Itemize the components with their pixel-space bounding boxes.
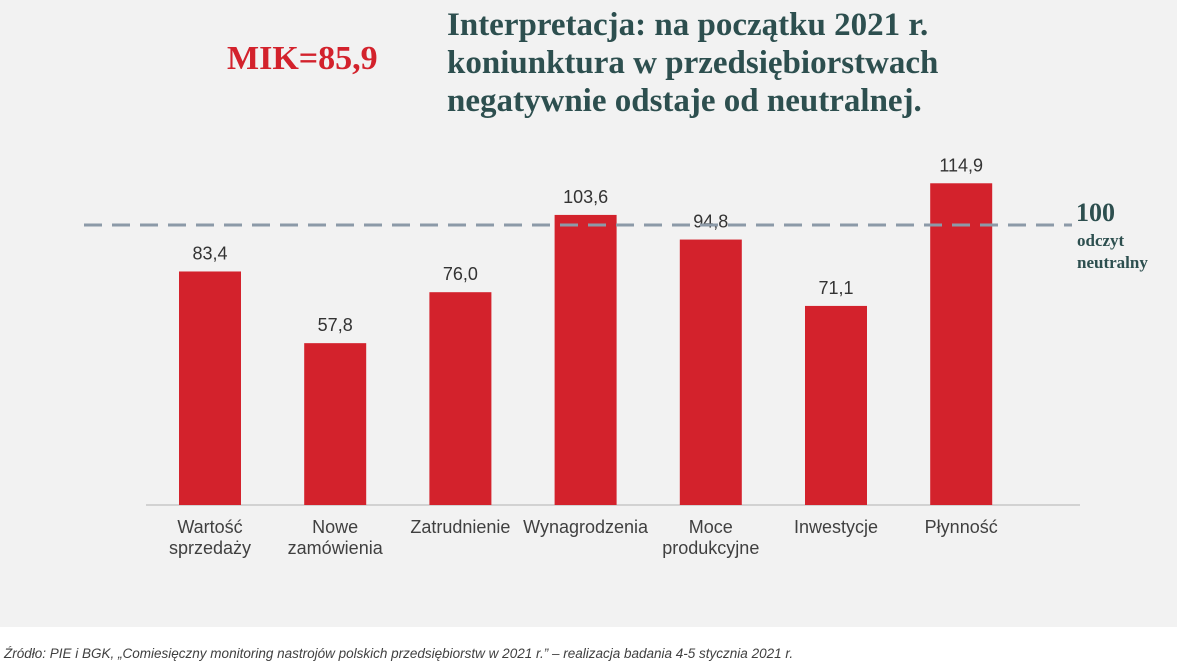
bar-4	[554, 214, 617, 506]
category-label-1-line-1: Wartość	[177, 517, 242, 537]
bar-6	[805, 305, 867, 505]
bar-2	[304, 343, 367, 505]
footer-band	[0, 627, 1177, 671]
category-label-7-line-1: Płynność	[925, 517, 998, 537]
data-label-2: 57,8	[318, 315, 353, 335]
title-line-2: koniunktura w przedsiębiorstwach	[447, 45, 939, 81]
category-label-5-line-2: produkcyjne	[662, 538, 759, 558]
data-label-4: 103,6	[563, 187, 608, 207]
data-label-1: 83,4	[192, 243, 227, 263]
reference-value-label: 100	[1076, 198, 1115, 227]
category-label-5-line-1: Moce	[689, 517, 733, 537]
bar-5	[679, 239, 742, 505]
category-label-2-line-1: Nowe	[312, 517, 358, 537]
title-line-1: Interpretacja: na początku 2021 r.	[447, 7, 929, 43]
category-label-6-line-1: Inwestycje	[794, 517, 878, 537]
category-label-2-line-2: zamówienia	[288, 538, 384, 558]
page-title: Interpretacja: na początku 2021 r. koniu…	[447, 6, 1087, 120]
data-label-5: 94,8	[693, 212, 728, 232]
category-label-3-line-1: Zatrudnienie	[410, 517, 510, 537]
data-label-3: 76,0	[443, 264, 478, 284]
category-label-1-line-2: sprzedaży	[169, 538, 251, 558]
source-note: Źródło: PIE i BGK, „Comiesięczny monitor…	[4, 646, 794, 661]
bar-1	[179, 271, 241, 505]
bar-7	[930, 183, 993, 505]
category-label-4-line-1: Wynagrodzenia	[523, 517, 649, 537]
data-label-7: 114,9	[939, 155, 983, 175]
reference-caption-line-2: neutralny	[1077, 253, 1148, 272]
data-label-6: 71,1	[818, 278, 853, 298]
mik-index-label: MIK=85,9	[227, 40, 378, 77]
title-line-3: negatywnie odstaje od neutralnej.	[447, 83, 922, 119]
bar-3	[429, 292, 492, 505]
reference-caption-line-1: odczyt	[1077, 231, 1125, 250]
slide: MIK=85,9 Interpretacja: na początku 2021…	[84, 6, 1149, 558]
